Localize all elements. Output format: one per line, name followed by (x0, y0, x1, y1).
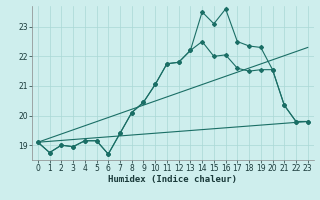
X-axis label: Humidex (Indice chaleur): Humidex (Indice chaleur) (108, 175, 237, 184)
